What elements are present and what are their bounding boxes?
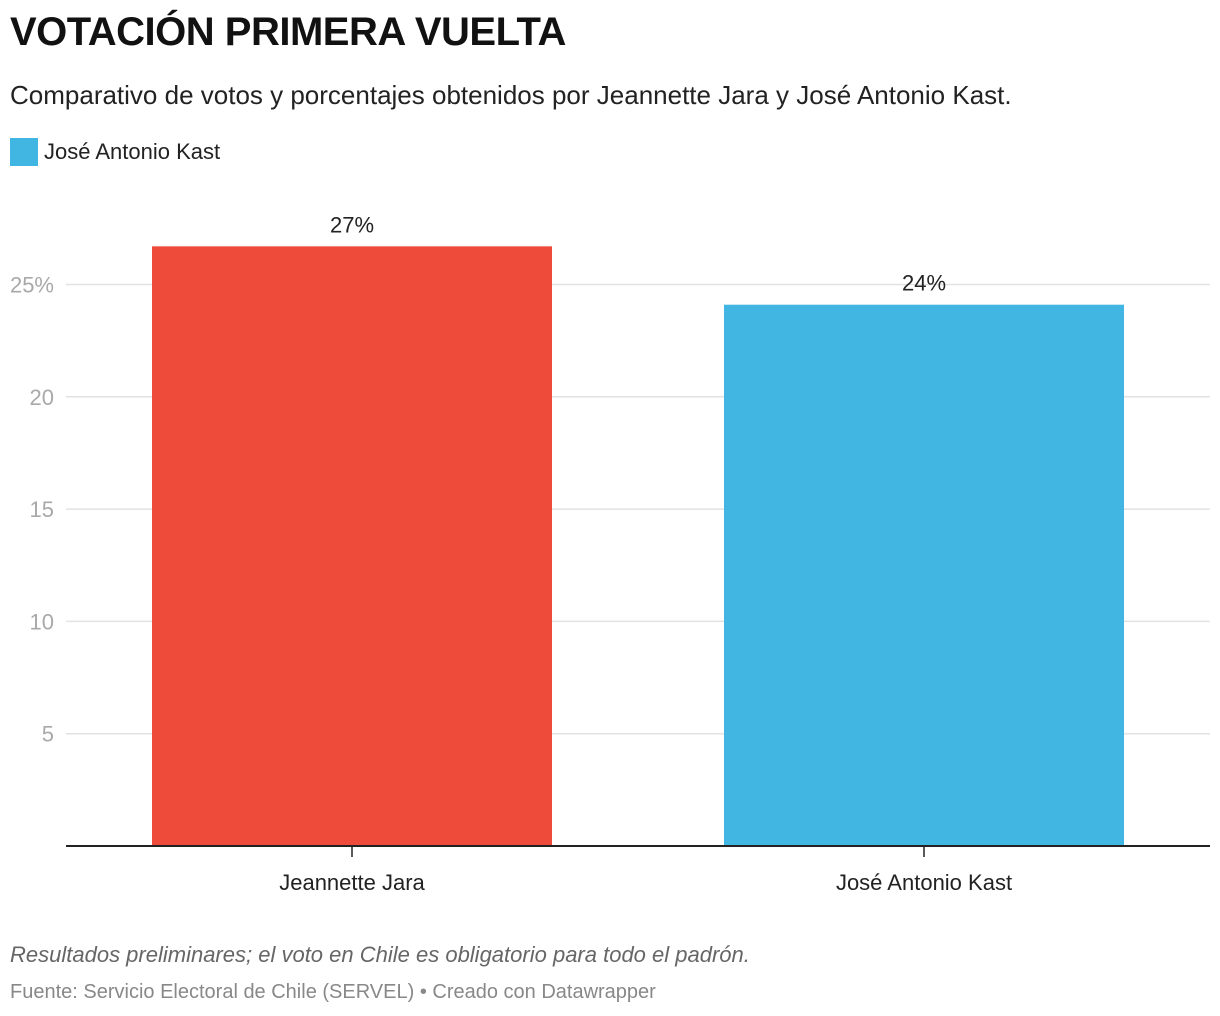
bar-value-label-2: 24% [902, 271, 946, 296]
value-labels: 27% 24% [330, 212, 946, 295]
bar-1 [152, 246, 552, 846]
legend-label-kast: José Antonio Kast [44, 139, 221, 164]
chart-title: VOTACIÓN PRIMERA VUELTA [10, 10, 566, 54]
source-credit: Fuente: Servicio Electoral de Chile (SER… [10, 981, 656, 1003]
y-tick-label-3: 20 [30, 385, 54, 410]
y-tick-label-2: 15 [30, 497, 54, 522]
x-category-label-1: Jeannette Jara [279, 870, 425, 895]
legend: José Antonio Kast [10, 138, 220, 166]
bar-value-label-1: 27% [330, 212, 374, 237]
bars [152, 246, 1124, 846]
y-tick-label-1: 10 [30, 609, 54, 634]
footnote: Resultados preliminares; el voto en Chil… [10, 942, 750, 967]
axes: 5 10 15 20 25% Jeannette Jara José Antonio Kas… [10, 273, 1210, 895]
y-tick-label-4: 25% [10, 273, 54, 298]
legend-swatch-kast [10, 138, 38, 166]
bar-chart: 27% 24% 5 10 15 20 25% Jeannette Jara José Anto… [10, 212, 1210, 895]
x-category-label-2: José Antonio Kast [836, 870, 1012, 895]
bar-2 [724, 304, 1124, 846]
chart-subtitle: Comparativo de votos y porcentajes obten… [10, 80, 1012, 110]
y-tick-label-0: 5 [42, 722, 54, 747]
